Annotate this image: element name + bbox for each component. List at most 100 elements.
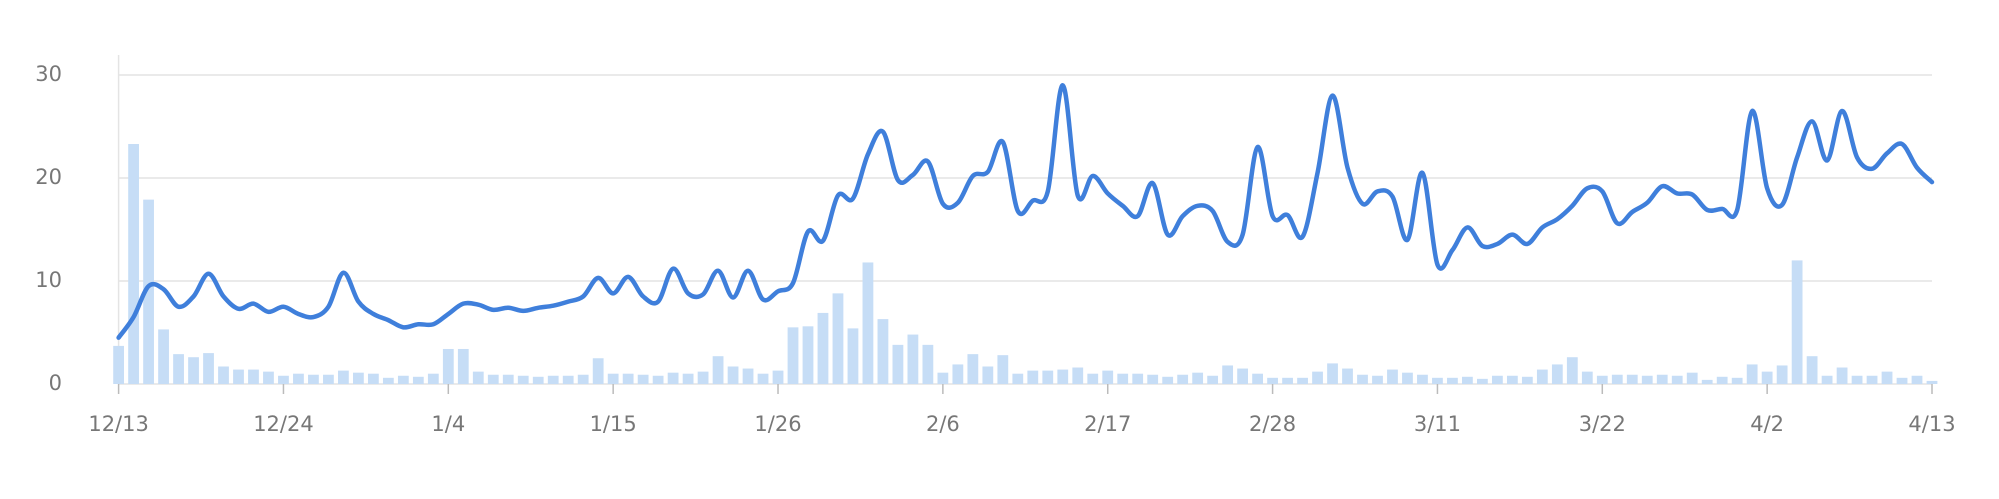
bar	[697, 371, 709, 384]
bar	[532, 376, 544, 384]
bar	[892, 344, 904, 384]
bar	[1267, 377, 1278, 384]
bar	[1911, 375, 1923, 384]
bar	[472, 371, 484, 384]
x-tick-label: 4/13	[1908, 412, 1955, 436]
bar	[278, 375, 289, 384]
bar	[442, 348, 454, 384]
bar	[637, 374, 649, 384]
bar	[1207, 375, 1219, 384]
bar	[592, 358, 604, 384]
bar	[1222, 365, 1234, 384]
bar	[1656, 374, 1668, 384]
bar	[457, 348, 469, 384]
bar	[1536, 369, 1548, 384]
bar	[1791, 260, 1803, 384]
bar	[712, 356, 724, 384]
bar	[218, 366, 229, 384]
bar	[1342, 368, 1353, 384]
bar	[1806, 356, 1818, 384]
bar	[517, 375, 529, 384]
bar	[562, 375, 574, 384]
bar	[382, 377, 394, 384]
bar	[158, 329, 169, 384]
bar	[982, 366, 994, 384]
bar	[757, 373, 769, 384]
bar	[787, 327, 799, 384]
x-tick-label: 1/26	[754, 412, 801, 436]
x-tick-label: 4/2	[1750, 412, 1784, 436]
x-tick-label: 3/22	[1579, 412, 1626, 436]
bar	[293, 373, 304, 384]
bar	[997, 355, 1009, 384]
bar	[1731, 377, 1743, 384]
bar	[1671, 375, 1683, 384]
bar	[847, 328, 859, 384]
bar	[1851, 375, 1863, 384]
bar	[862, 262, 874, 384]
bar	[802, 326, 814, 384]
bar	[1027, 370, 1039, 384]
bar	[1327, 363, 1338, 384]
bar	[1477, 378, 1488, 384]
bar	[667, 372, 679, 384]
bar	[487, 374, 499, 384]
bar	[607, 373, 619, 384]
bar	[907, 334, 919, 384]
bar	[1087, 373, 1099, 384]
bar	[248, 369, 259, 384]
bar	[128, 144, 139, 384]
bar	[1432, 377, 1443, 384]
bar	[1357, 374, 1368, 384]
bar	[1072, 367, 1084, 384]
y-tick-label: 10	[35, 268, 62, 292]
bar	[1776, 365, 1788, 384]
bar	[1147, 374, 1159, 384]
bar	[1237, 368, 1249, 384]
bar	[1746, 364, 1758, 384]
y-tick-label: 20	[35, 165, 62, 189]
bar	[817, 312, 829, 384]
bar	[1866, 375, 1878, 384]
line	[116, 83, 1935, 340]
bar	[772, 370, 784, 384]
x-tick-label: 12/13	[88, 412, 149, 436]
bar	[1926, 380, 1938, 384]
bar	[1177, 374, 1189, 384]
x-tick-label: 2/6	[926, 412, 960, 436]
bar	[1821, 375, 1833, 384]
x-tick-label: 1/15	[590, 412, 637, 436]
bar	[1701, 379, 1713, 384]
bar	[877, 319, 889, 384]
bar	[1596, 375, 1608, 384]
bar	[427, 373, 439, 384]
bar	[1521, 376, 1533, 384]
x-tick-label: 2/28	[1249, 412, 1296, 436]
bar	[1192, 372, 1204, 384]
bar	[1132, 373, 1144, 384]
bar	[412, 376, 424, 384]
bar	[367, 373, 379, 384]
bar	[922, 344, 934, 384]
bar	[323, 374, 334, 384]
bar	[1252, 373, 1263, 384]
bar	[233, 369, 244, 384]
bar	[1716, 376, 1728, 384]
bar	[1417, 374, 1428, 384]
bar	[502, 374, 514, 384]
bar	[1057, 369, 1069, 384]
bar	[1012, 373, 1024, 384]
bar	[1611, 374, 1623, 384]
bar	[1896, 377, 1908, 384]
x-tick-label: 1/4	[431, 412, 465, 436]
bar	[1761, 371, 1773, 384]
bar	[742, 368, 754, 384]
bar	[1117, 373, 1129, 384]
bar	[1506, 375, 1518, 384]
bar	[1581, 371, 1593, 384]
bar	[652, 375, 664, 384]
y-tick-label: 0	[49, 371, 62, 395]
y-tick-label: 30	[35, 62, 62, 86]
bar	[1102, 370, 1114, 384]
bar	[113, 345, 124, 384]
